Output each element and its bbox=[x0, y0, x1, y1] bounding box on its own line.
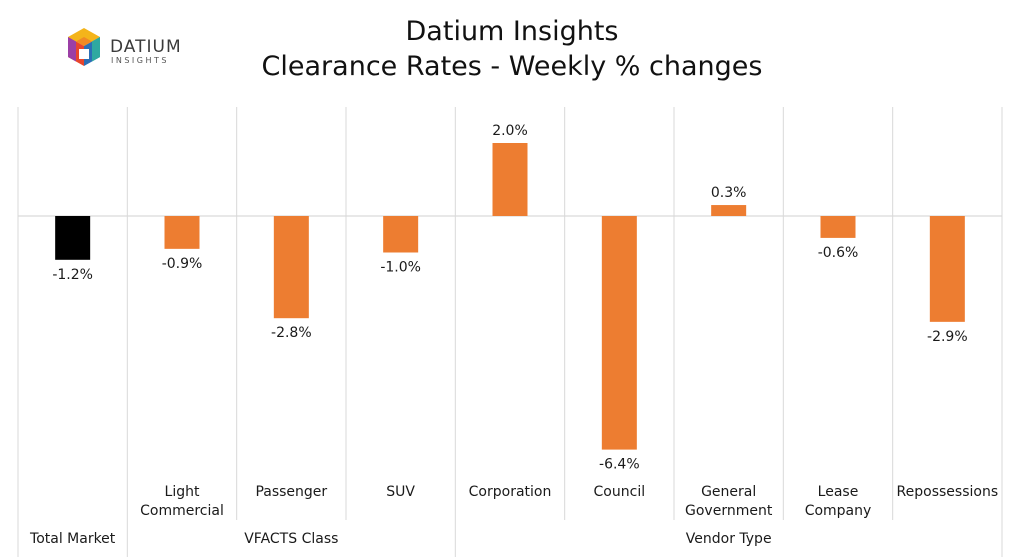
bar bbox=[55, 216, 91, 260]
category-label: SUV bbox=[386, 484, 415, 500]
logo-brand-text: DATIUM bbox=[110, 37, 182, 57]
data-label: -6.4% bbox=[599, 457, 640, 473]
chart-title-block: Datium Insights Clearance Rates - Weekly… bbox=[180, 14, 844, 84]
data-label: -2.9% bbox=[927, 329, 968, 345]
bar bbox=[273, 216, 309, 319]
category-label: General Government bbox=[685, 484, 773, 519]
data-label: 2.0% bbox=[492, 123, 528, 139]
bar bbox=[383, 216, 419, 253]
group-label: VFACTS Class bbox=[244, 531, 338, 547]
data-label: -0.6% bbox=[818, 245, 859, 261]
bar bbox=[820, 216, 856, 238]
category-label: Light Commercial bbox=[140, 484, 224, 519]
data-label: -1.0% bbox=[380, 260, 421, 276]
data-label: -0.9% bbox=[162, 256, 203, 272]
data-label: 0.3% bbox=[711, 185, 747, 201]
bar bbox=[492, 143, 528, 216]
datium-logo: DATIUM INSIGHTS bbox=[68, 28, 182, 66]
group-label: Total Market bbox=[29, 531, 116, 547]
bar bbox=[711, 205, 747, 216]
category-label: Passenger bbox=[255, 484, 327, 500]
logo-tagline-text: INSIGHTS bbox=[111, 56, 169, 65]
data-labels: -1.2% -0.9% -2.8% -1.0% 2.0% -6.4% 0.3% -0.6% -2… bbox=[52, 123, 967, 473]
category-labels: Light Commercial Passenger SUV Corporation Co… bbox=[140, 484, 998, 519]
bars bbox=[55, 143, 965, 450]
category-label: Lease Company bbox=[805, 484, 872, 519]
bar bbox=[601, 216, 637, 450]
logo-cube-icon bbox=[68, 28, 100, 66]
bar bbox=[929, 216, 965, 322]
data-label: -2.8% bbox=[271, 325, 312, 341]
chart-title: Datium Insights bbox=[405, 16, 619, 47]
category-label: Repossessions bbox=[897, 484, 999, 500]
category-label: Corporation bbox=[469, 484, 552, 500]
category-dividers bbox=[17, 107, 1003, 557]
group-labels: Total Market VFACTS Class Vendor Type bbox=[29, 531, 772, 547]
chart-subtitle: Clearance Rates - Weekly % changes bbox=[261, 51, 763, 82]
bar bbox=[164, 216, 200, 249]
data-label: -1.2% bbox=[52, 267, 93, 283]
category-label: Council bbox=[594, 484, 646, 500]
group-label: Vendor Type bbox=[686, 531, 772, 547]
